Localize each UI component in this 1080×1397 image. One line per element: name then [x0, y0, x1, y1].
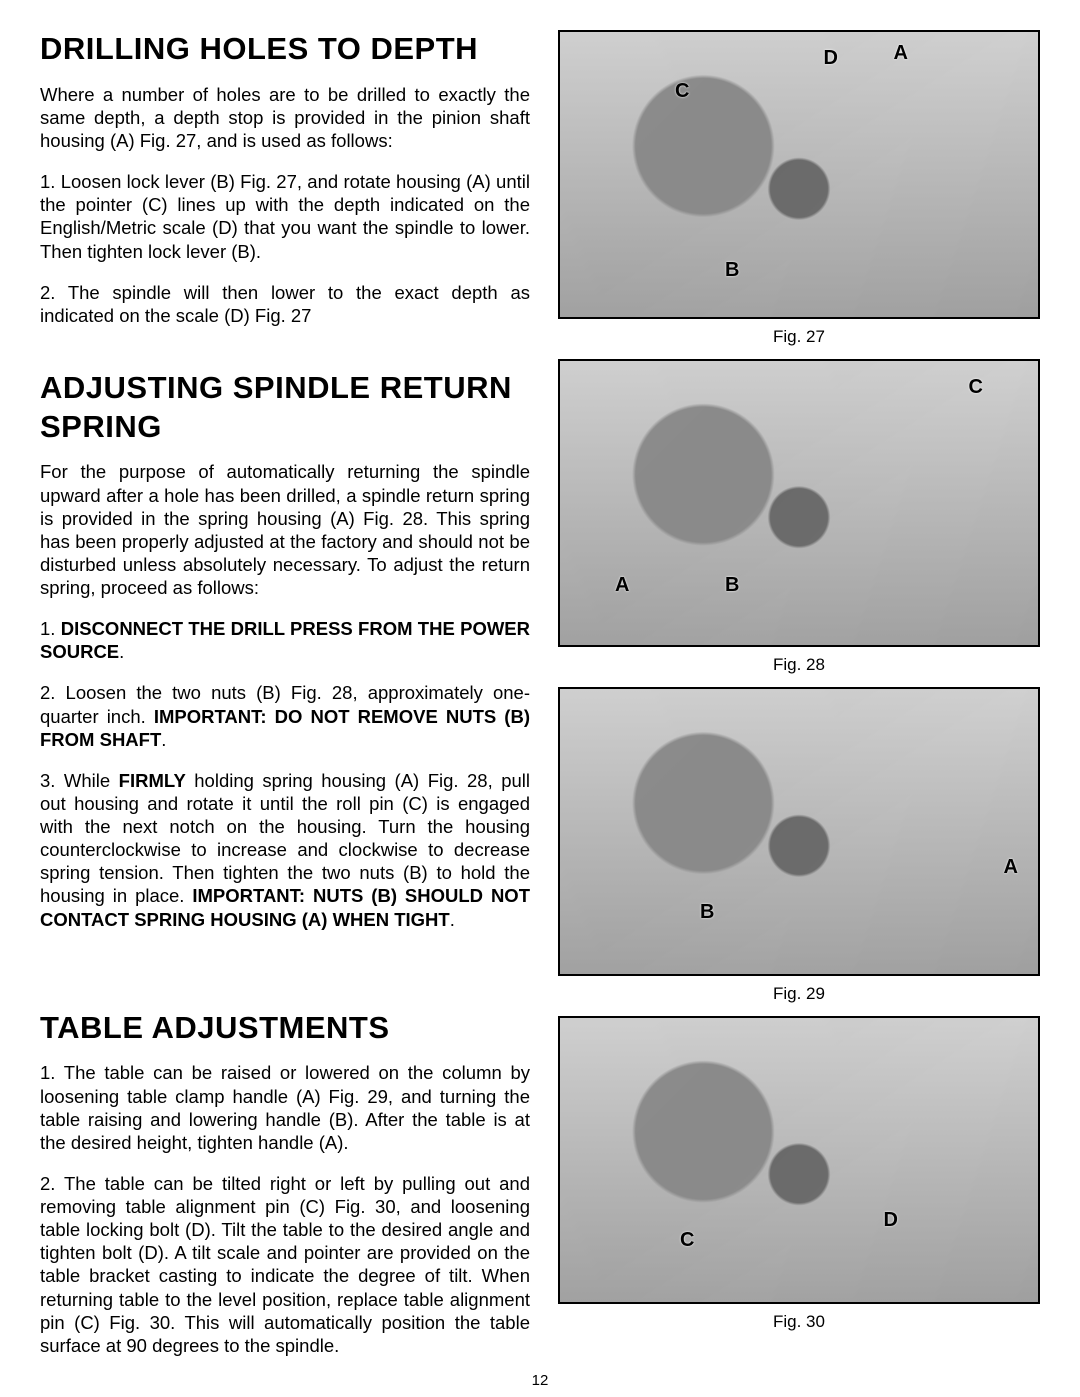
step: 1. DISCONNECT THE DRILL PRESS FROM THE P… — [40, 617, 530, 663]
figure-caption: Fig. 29 — [558, 984, 1040, 1004]
figure-caption: Fig. 27 — [558, 327, 1040, 347]
text: 1. — [40, 618, 61, 639]
text: . — [450, 909, 455, 930]
callout-a: A — [1004, 856, 1018, 879]
bold-text: DISCONNECT THE DRILL PRESS FROM THE POWE… — [40, 618, 530, 662]
page-columns: DRILLING HOLES TO DEPTH Where a number o… — [40, 30, 1040, 1340]
figure-27: A B C D — [558, 30, 1040, 319]
callout-a: A — [615, 574, 629, 597]
step: 3. While FIRMLY holding spring housing (… — [40, 769, 530, 931]
heading-table: TABLE ADJUSTMENTS — [40, 1009, 530, 1048]
callout-c: C — [680, 1229, 694, 1252]
heading-spring: ADJUSTING SPINDLE RETURN SPRING — [40, 369, 530, 447]
callout-c: C — [969, 376, 983, 399]
callout-b: B — [700, 901, 714, 924]
heading-drilling: DRILLING HOLES TO DEPTH — [40, 30, 530, 69]
para: For the purpose of automatically returni… — [40, 460, 530, 599]
callout-b: B — [725, 574, 739, 597]
callout-c: C — [675, 80, 689, 103]
figure-caption: Fig. 28 — [558, 655, 1040, 675]
text: 3. While — [40, 770, 119, 791]
step: 2. The table can be tilted right or left… — [40, 1172, 530, 1357]
figure-29: A B — [558, 687, 1040, 976]
figure-caption: Fig. 30 — [558, 1312, 1040, 1332]
step: 2. The spindle will then lower to the ex… — [40, 281, 530, 327]
figure-28: A B C — [558, 359, 1040, 648]
step: 1. Loosen lock lever (B) Fig. 27, and ro… — [40, 170, 530, 263]
figure-column: A B C D Fig. 27 A B C Fig. 28 A B Fig. 2… — [558, 30, 1040, 1340]
text: . — [161, 729, 166, 750]
para: Where a number of holes are to be drille… — [40, 83, 530, 152]
figure-30: C D — [558, 1016, 1040, 1305]
callout-b: B — [725, 259, 739, 282]
text-column: DRILLING HOLES TO DEPTH Where a number o… — [40, 30, 530, 1340]
bold-text: FIRMLY — [119, 770, 186, 791]
callout-d: D — [884, 1209, 898, 1232]
step: 1. The table can be raised or lowered on… — [40, 1061, 530, 1154]
step: 2. Loosen the two nuts (B) Fig. 28, appr… — [40, 681, 530, 750]
callout-d: D — [824, 47, 838, 70]
page-number: 12 — [532, 1372, 549, 1389]
callout-a: A — [894, 42, 908, 65]
text: . — [119, 641, 124, 662]
